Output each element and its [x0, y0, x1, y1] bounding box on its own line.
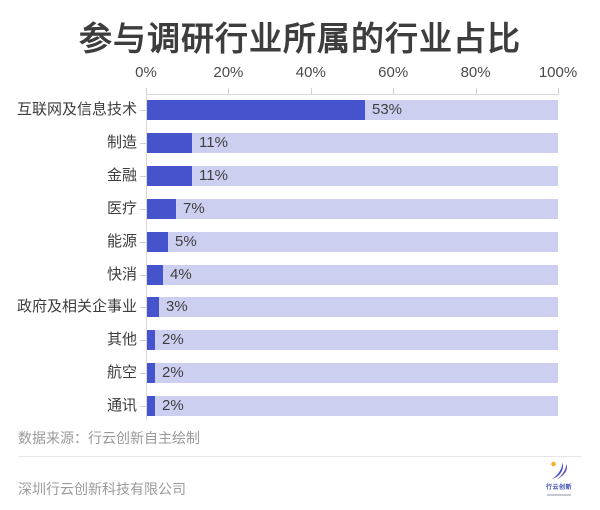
category-label: 互联网及信息技术	[16, 101, 137, 118]
y-tick-mark	[140, 242, 146, 243]
y-tick-mark	[140, 143, 146, 144]
y-axis-line	[146, 94, 147, 421]
category-label: 政府及相关企事业	[16, 298, 137, 315]
x-tick-label: 20%	[213, 64, 244, 81]
logo-text: 行云创新	[545, 485, 572, 491]
bar-fill	[147, 100, 365, 120]
y-tick-mark	[140, 110, 146, 111]
company-logo: 行云创新	[538, 460, 580, 496]
bar-chart: 0% 20% 40% 60% 80% 100% 互联网及信息技术 53% 制造 11% 金融 11%…	[16, 64, 578, 421]
x-tick-mark	[146, 88, 147, 94]
company-name: 深圳行云创新科技有限公司	[18, 481, 186, 497]
bar-track	[147, 166, 558, 186]
logo-subtext	[547, 494, 571, 496]
value-label: 4%	[170, 266, 192, 283]
bar-track	[147, 330, 558, 350]
bar-fill	[147, 330, 155, 350]
value-label: 2%	[162, 364, 184, 381]
x-tick-label: 100%	[538, 64, 578, 81]
value-label: 3%	[166, 298, 188, 315]
bar-track	[147, 133, 558, 153]
bar-fill	[147, 363, 155, 383]
bar-track	[147, 100, 558, 120]
value-label: 2%	[162, 331, 184, 348]
value-label: 5%	[175, 233, 197, 250]
bar-fill	[147, 133, 192, 153]
x-tick-label: 80%	[460, 64, 491, 81]
bar-fill	[147, 265, 163, 285]
x-axis-line	[146, 94, 559, 95]
category-label: 医疗	[106, 200, 137, 217]
bar-fill	[147, 396, 155, 416]
category-label: 快消	[106, 266, 137, 283]
bar-track	[147, 265, 558, 285]
bar-fill	[147, 166, 192, 186]
y-tick-mark	[140, 307, 146, 308]
bar-track	[147, 363, 558, 383]
bar-track	[147, 297, 558, 317]
x-tick-mark	[558, 88, 559, 94]
x-tick-mark	[393, 88, 395, 94]
x-tick-label: 0%	[135, 64, 157, 81]
category-label: 航空	[106, 364, 137, 381]
value-label: 7%	[183, 200, 205, 217]
category-label: 其他	[106, 331, 137, 348]
data-source-note: 数据来源：行云创新自主绘制	[18, 430, 200, 446]
bar-track	[147, 232, 558, 252]
x-tick-mark	[228, 88, 230, 94]
bar-fill	[147, 232, 168, 252]
y-tick-mark	[140, 209, 146, 210]
y-tick-mark	[140, 373, 146, 374]
category-label: 通讯	[106, 397, 137, 414]
x-tick-label: 40%	[295, 64, 326, 81]
value-label: 53%	[372, 101, 403, 118]
bar-fill	[147, 199, 176, 219]
y-tick-mark	[140, 406, 146, 407]
chart-title: 参与调研行业所属的行业占比	[79, 20, 521, 57]
swirl-logo-icon	[551, 461, 568, 479]
value-label: 11%	[199, 167, 228, 184]
y-tick-mark	[140, 275, 146, 276]
bar-fill	[147, 297, 159, 317]
y-tick-mark	[140, 176, 146, 177]
bar-track	[147, 396, 558, 416]
category-label: 能源	[106, 233, 137, 250]
category-label: 制造	[106, 134, 137, 151]
footer-divider	[18, 456, 582, 457]
x-tick-mark	[475, 88, 477, 94]
bar-track	[147, 199, 558, 219]
value-label: 11%	[199, 134, 228, 151]
value-label: 2%	[162, 397, 184, 414]
x-tick-mark	[310, 88, 312, 94]
y-tick-mark	[140, 340, 146, 341]
x-tick-label: 60%	[378, 64, 409, 81]
category-label: 金融	[106, 167, 137, 184]
